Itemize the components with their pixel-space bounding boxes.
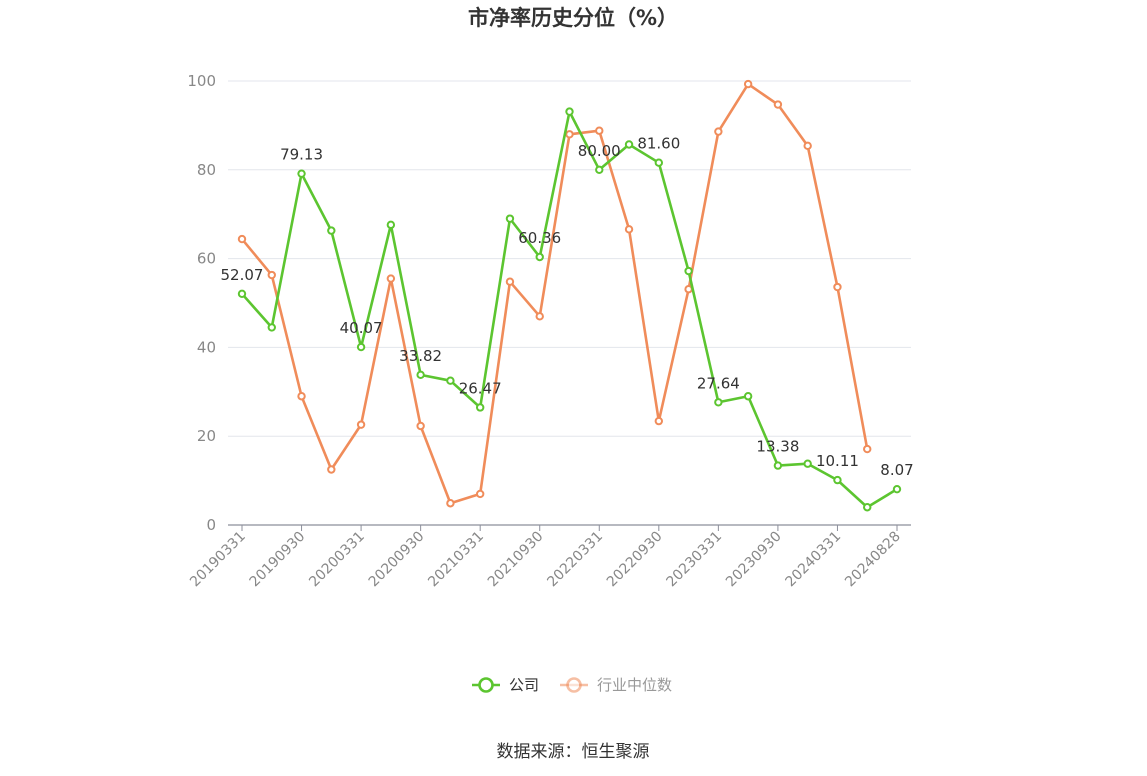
data-point[interactable] bbox=[654, 416, 664, 426]
data-point[interactable] bbox=[416, 370, 425, 380]
x-tick-label: 20220331 bbox=[544, 529, 606, 591]
data-point[interactable] bbox=[624, 225, 634, 234]
data-point[interactable] bbox=[297, 392, 306, 401]
data-point[interactable] bbox=[267, 270, 276, 280]
x-tick-label: 20240828 bbox=[842, 529, 904, 591]
data-point[interactable] bbox=[446, 499, 455, 508]
series-line bbox=[240, 82, 869, 505]
data-point[interactable] bbox=[595, 165, 604, 175]
data-point[interactable] bbox=[714, 398, 723, 407]
series-layer bbox=[237, 79, 902, 512]
series-company bbox=[237, 107, 902, 512]
data-point[interactable] bbox=[327, 226, 336, 235]
data-point[interactable] bbox=[505, 277, 515, 286]
x-tick-label: 20230930 bbox=[723, 529, 785, 591]
data-point[interactable] bbox=[624, 140, 634, 149]
data-label: 33.82 bbox=[399, 347, 442, 365]
data-point[interactable] bbox=[684, 285, 693, 294]
y-tick-label: 100 bbox=[187, 72, 216, 90]
data-label: 52.07 bbox=[221, 266, 264, 284]
x-tick-label: 20230331 bbox=[663, 529, 725, 591]
data-point[interactable] bbox=[714, 127, 723, 136]
data-point[interactable] bbox=[297, 169, 306, 178]
data-point[interactable] bbox=[356, 420, 366, 429]
data-point[interactable] bbox=[237, 234, 247, 244]
data-point[interactable] bbox=[892, 484, 902, 494]
data-labels: 52.07 79.13 40.07 33.82 26.47 60.36 80.00 81.60… bbox=[221, 135, 914, 479]
legend-marker-icon bbox=[478, 677, 494, 693]
legend-label: 行业中位数 bbox=[597, 676, 672, 694]
data-point[interactable] bbox=[475, 403, 485, 412]
data-point[interactable] bbox=[356, 342, 366, 352]
data-point[interactable] bbox=[565, 130, 574, 139]
data-label: 13.38 bbox=[756, 438, 799, 456]
data-label: 40.07 bbox=[340, 319, 383, 337]
data-label: 60.36 bbox=[518, 229, 561, 247]
data-point[interactable] bbox=[386, 274, 396, 283]
data-label: 80.00 bbox=[578, 142, 621, 160]
data-label: 79.13 bbox=[280, 146, 323, 164]
x-tick-label: 20190930 bbox=[247, 529, 309, 591]
x-tick-label: 20200930 bbox=[366, 529, 428, 591]
legend-item-industry-median[interactable]: 行业中位数 bbox=[560, 676, 672, 694]
data-point[interactable] bbox=[833, 282, 842, 292]
data-point[interactable] bbox=[505, 214, 515, 223]
x-tick-label: 20210331 bbox=[425, 529, 487, 591]
data-point[interactable] bbox=[803, 141, 812, 151]
legend[interactable]: 公司 行业中位数 bbox=[472, 676, 672, 694]
legend-marker-icon bbox=[566, 677, 582, 693]
data-point[interactable] bbox=[743, 392, 753, 401]
legend-item-company[interactable]: 公司 bbox=[472, 676, 539, 694]
data-point[interactable] bbox=[833, 475, 842, 485]
series-industry-median bbox=[237, 79, 872, 508]
data-point[interactable] bbox=[654, 158, 664, 167]
data-point[interactable] bbox=[565, 107, 574, 116]
data-point[interactable] bbox=[773, 461, 783, 470]
data-label: 10.11 bbox=[816, 452, 859, 470]
x-tick-label: 20200331 bbox=[306, 529, 368, 591]
data-point[interactable] bbox=[743, 79, 753, 89]
grid bbox=[228, 80, 911, 437]
data-point[interactable] bbox=[237, 289, 247, 299]
data-point[interactable] bbox=[535, 312, 544, 321]
data-label: 26.47 bbox=[459, 379, 502, 397]
x-tick-label: 20220930 bbox=[604, 529, 666, 591]
data-label: 81.60 bbox=[637, 135, 680, 153]
data-label: 27.64 bbox=[697, 374, 740, 392]
data-point[interactable] bbox=[863, 444, 872, 454]
data-point[interactable] bbox=[684, 266, 693, 276]
y-tick-label: 0 bbox=[206, 516, 216, 534]
source-text: 数据来源：恒生聚源 bbox=[497, 742, 650, 762]
data-label: 8.07 bbox=[880, 461, 913, 479]
data-point[interactable] bbox=[327, 465, 336, 474]
y-tick-label: 60 bbox=[197, 250, 216, 268]
data-point[interactable] bbox=[446, 376, 455, 385]
x-tick-label: 20190331 bbox=[187, 529, 249, 591]
x-tick-label: 20210930 bbox=[485, 529, 547, 591]
data-point[interactable] bbox=[267, 323, 276, 332]
data-point[interactable] bbox=[863, 503, 872, 512]
data-point[interactable] bbox=[595, 126, 604, 135]
data-point[interactable] bbox=[803, 459, 812, 468]
data-point[interactable] bbox=[773, 100, 783, 109]
data-point[interactable] bbox=[386, 220, 396, 230]
data-point[interactable] bbox=[416, 421, 425, 431]
y-tick-label: 20 bbox=[197, 427, 216, 445]
x-tick-label: 20240331 bbox=[783, 529, 845, 591]
y-tick-label: 80 bbox=[197, 161, 216, 179]
legend-label: 公司 bbox=[509, 676, 539, 694]
data-point[interactable] bbox=[535, 252, 544, 262]
chart-title: 市净率历史分位（%） bbox=[468, 6, 678, 30]
data-point[interactable] bbox=[475, 489, 485, 499]
y-tick-label: 40 bbox=[197, 338, 216, 356]
